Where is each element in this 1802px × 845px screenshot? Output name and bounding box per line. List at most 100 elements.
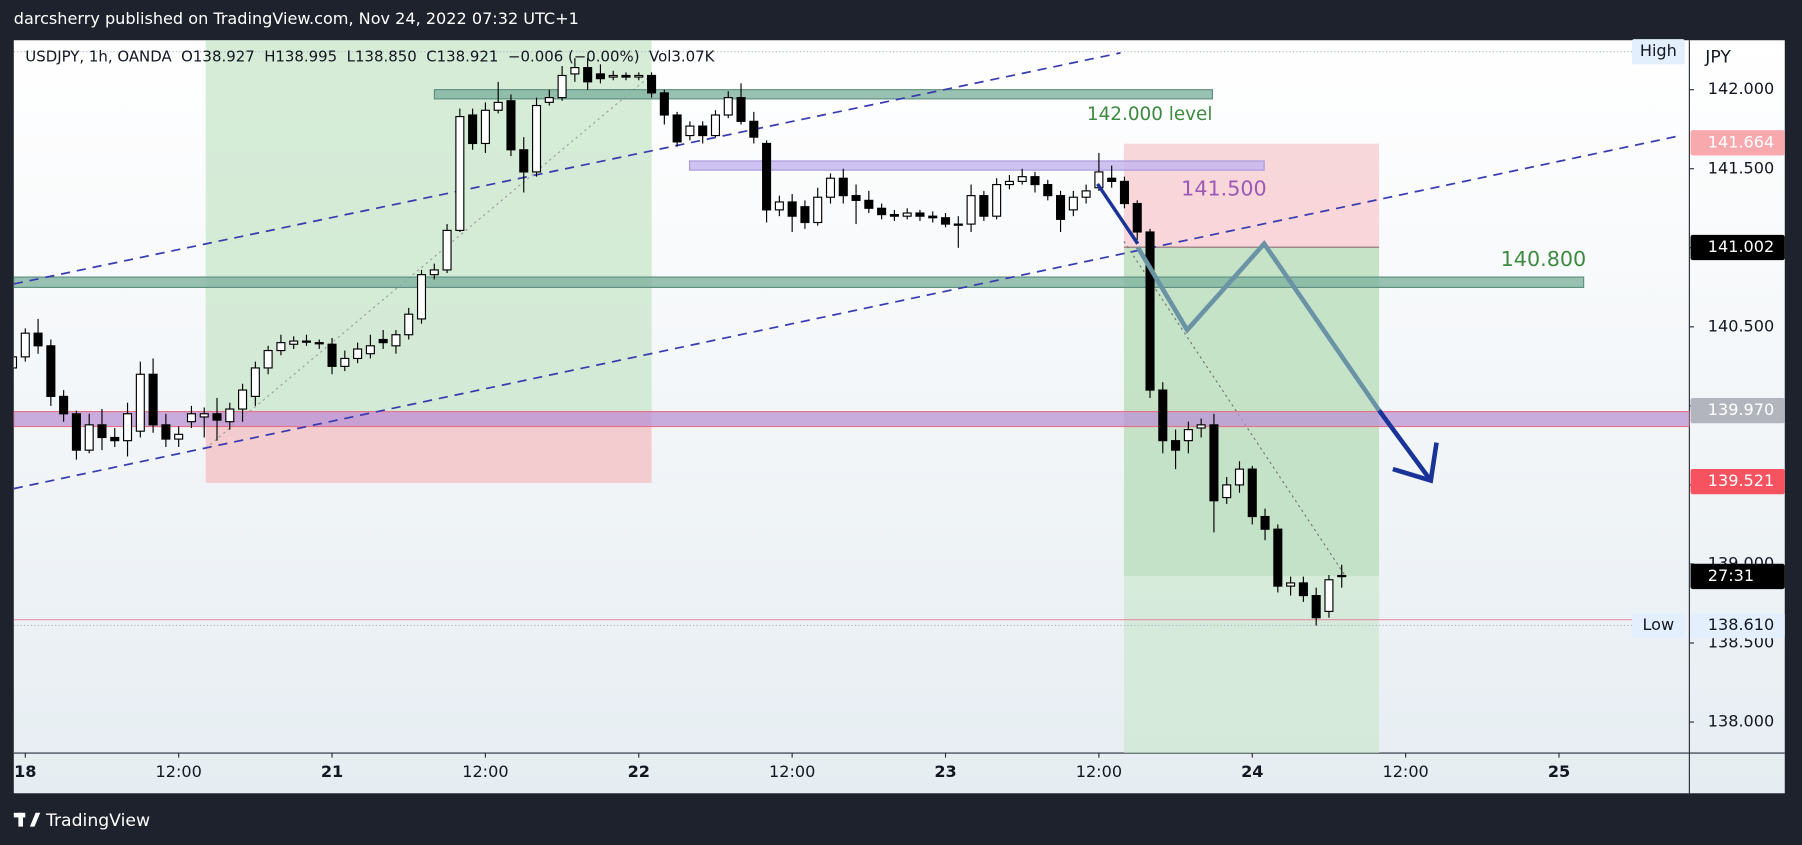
candle-body: [710, 114, 721, 137]
candle-body: [1119, 180, 1129, 205]
overlay: 142.000 level 141.500 140.800: [1087, 104, 1586, 484]
symbol-legend: USDJPY, 1h, OANDA O138.927 H138.995 L138…: [25, 47, 715, 65]
candle-body: [289, 340, 299, 345]
candle-body: [391, 334, 401, 347]
candle-body: [365, 345, 375, 355]
candle-body: [570, 67, 580, 75]
candle-body: [979, 195, 989, 217]
candle-body: [800, 206, 810, 224]
x-tick-label: 22: [628, 762, 650, 781]
candle-body: [468, 114, 478, 145]
candle-body: [480, 109, 490, 145]
y-tick-label: 138.000: [1708, 712, 1774, 731]
candle-body: [685, 125, 695, 137]
logo-mark: [18, 812, 23, 827]
candle-body: [1337, 574, 1347, 578]
level-zone: [688, 160, 1265, 171]
projection-path: [1135, 240, 1381, 412]
candle-body: [123, 413, 133, 442]
candle-body: [238, 389, 248, 410]
candle-body: [1273, 528, 1283, 587]
candle-body: [1145, 231, 1155, 391]
candle-body: [1247, 468, 1257, 518]
candle-body: [148, 373, 158, 426]
candle-body: [966, 195, 976, 225]
candle-body: [519, 149, 529, 173]
price-tag-label: 138.610: [1708, 615, 1774, 634]
x-tick-label: 12:00: [769, 762, 815, 781]
y-tick-label: 141.500: [1708, 158, 1774, 177]
candle-body: [953, 223, 963, 226]
candle-body: [353, 348, 363, 360]
candle-body: [276, 342, 286, 352]
annotation: 142.000 level: [1087, 104, 1213, 125]
price-tag-label: 139.970: [1708, 400, 1774, 419]
price-tag-label: 139.521: [1708, 471, 1774, 490]
candle-body: [135, 373, 145, 432]
axes: 138.000138.500139.000139.500140.000140.5…: [14, 79, 1785, 781]
candles: [13, 58, 1347, 626]
candle-body: [250, 367, 260, 397]
candle-body: [1056, 195, 1066, 220]
candle-body: [583, 67, 593, 83]
candle-body: [442, 229, 452, 271]
candle-body: [1311, 595, 1321, 619]
candle-body: [327, 343, 337, 367]
level-zone: [13, 411, 1690, 428]
candle-body: [851, 195, 861, 201]
x-tick-label: 23: [934, 762, 956, 781]
candle-body: [429, 269, 439, 276]
candle-body: [263, 349, 273, 369]
candle-body: [557, 74, 567, 99]
x-tick-label: 21: [321, 762, 343, 781]
candle-body: [889, 214, 899, 217]
candle-body: [493, 101, 503, 111]
candle-body: [1324, 579, 1334, 612]
candle-body: [672, 114, 682, 143]
candle-body: [71, 413, 81, 451]
candle-body: [59, 395, 69, 415]
candle-body: [1298, 582, 1308, 597]
level-zone: [433, 89, 1214, 100]
candle-body: [416, 274, 427, 320]
candle-body: [1017, 176, 1027, 182]
currency-label: JPY: [1704, 47, 1731, 67]
high-tag: [1631, 39, 1685, 65]
x-tick-label: 12:00: [1382, 762, 1428, 781]
arrow-head: [1392, 442, 1439, 484]
x-tick-label: 18: [14, 762, 36, 781]
high-label: High: [1640, 41, 1677, 60]
candle-body: [608, 74, 618, 78]
level-zone: [13, 276, 1585, 288]
candle-body: [698, 125, 708, 137]
price-tag: [1690, 612, 1785, 639]
candle-body: [1107, 177, 1117, 182]
candle-body: [762, 142, 772, 211]
x-tick-label: 12:00: [1076, 762, 1122, 781]
candle-body: [97, 424, 107, 439]
position-guide: [205, 74, 652, 449]
candle-body: [787, 201, 797, 217]
channel-line: [13, 134, 1681, 490]
candle-body: [199, 413, 209, 418]
candle-body: [877, 207, 887, 216]
candle-body: [774, 201, 784, 211]
price-tag: [1690, 130, 1785, 156]
countdown-label: 27:31: [1708, 566, 1754, 585]
candle-body: [723, 97, 733, 116]
candle-body: [1043, 183, 1053, 197]
candle-body: [340, 357, 350, 367]
candle-body: [1158, 389, 1168, 442]
candle-body: [314, 342, 324, 345]
candle-body: [506, 100, 516, 151]
x-tick-label: 12:00: [155, 762, 201, 781]
candle-body: [1260, 515, 1270, 530]
price-tag: [1690, 234, 1785, 261]
candle-body: [84, 424, 94, 451]
x-tick-label: 12:00: [462, 762, 508, 781]
y-tick-label: 140.500: [1708, 316, 1774, 335]
candle-body: [1081, 190, 1091, 198]
candle-body: [1030, 176, 1040, 186]
